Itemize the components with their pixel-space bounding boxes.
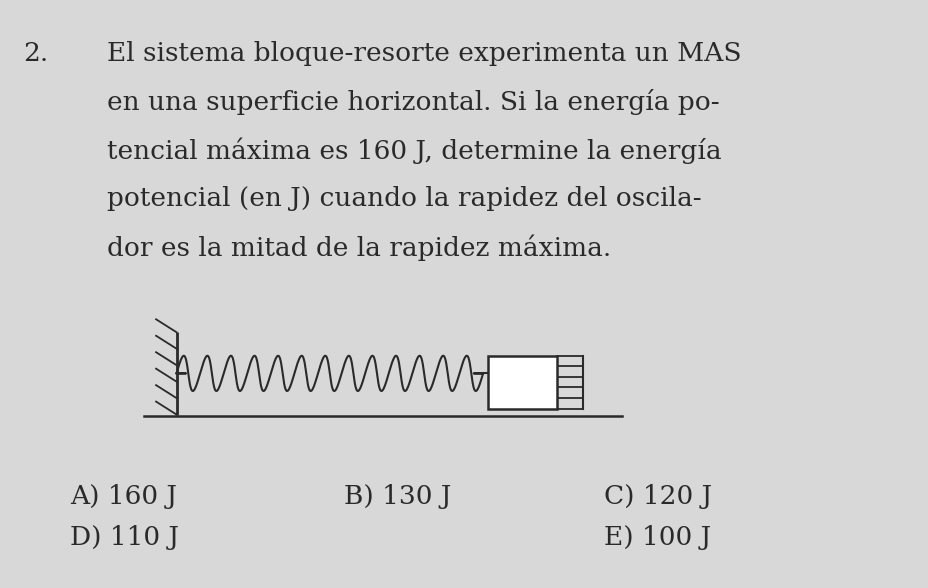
Text: B) 130 J: B) 130 J [343,483,451,509]
Text: El sistema bloque-resorte experimenta un MAS: El sistema bloque-resorte experimenta un… [107,41,741,66]
Text: D) 110 J: D) 110 J [70,524,178,550]
Text: dor es la mitad de la rapidez máxima.: dor es la mitad de la rapidez máxima. [107,234,611,260]
Text: A) 160 J: A) 160 J [70,483,176,509]
Text: C) 120 J: C) 120 J [603,483,711,509]
Text: potencial (en J) cuando la rapidez del oscila-: potencial (en J) cuando la rapidez del o… [107,186,701,211]
Text: tencial máxima es 160 J, determine la energía: tencial máxima es 160 J, determine la en… [107,138,721,164]
Text: 2.: 2. [23,41,48,66]
Bar [487,356,557,409]
Text: E) 100 J: E) 100 J [603,524,710,550]
Text: en una superficie horizontal. Si la energía po-: en una superficie horizontal. Si la ener… [107,89,718,115]
